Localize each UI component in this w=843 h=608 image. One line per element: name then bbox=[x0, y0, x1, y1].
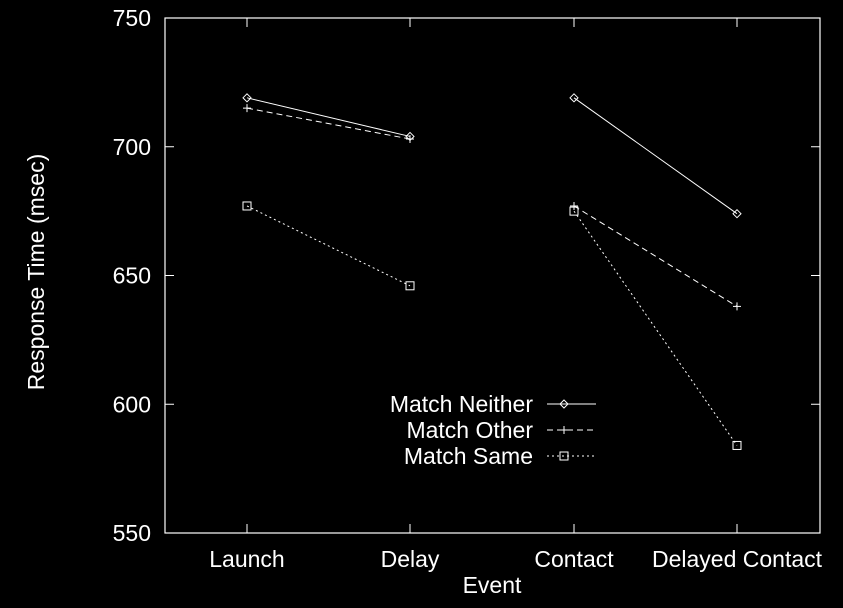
legend-marker-match-other bbox=[560, 426, 568, 434]
x-tick-label: Contact bbox=[534, 546, 614, 572]
y-axis-ticks: 550 600 650 700 750 bbox=[113, 5, 820, 546]
series-line-match-same bbox=[573, 210, 738, 446]
series-match-same bbox=[242, 201, 742, 450]
y-tick-label: 550 bbox=[113, 520, 151, 546]
y-tick-label: 700 bbox=[113, 134, 151, 160]
y-axis-title: Response Time (msec) bbox=[23, 154, 49, 390]
data-point-match-other bbox=[733, 302, 741, 311]
data-point-match-other bbox=[243, 104, 251, 113]
data-point-match-same bbox=[242, 201, 252, 211]
legend-label-match-same: Match Same bbox=[404, 443, 533, 469]
series-line-match-neither bbox=[573, 97, 738, 215]
data-point-match-same bbox=[732, 440, 742, 450]
data-point-match-same bbox=[405, 281, 415, 291]
series-line-match-neither bbox=[246, 97, 411, 137]
series-line-match-same bbox=[246, 205, 411, 287]
series-line-match-other bbox=[573, 205, 738, 307]
y-tick-label: 650 bbox=[113, 263, 151, 289]
legend-marker-match-neither bbox=[559, 399, 569, 409]
legend-label-match-other: Match Other bbox=[406, 417, 533, 443]
y-tick-label: 750 bbox=[113, 5, 151, 31]
data-point-match-same bbox=[569, 206, 579, 216]
x-tick-label: Delay bbox=[381, 546, 440, 572]
series-line-match-other bbox=[246, 107, 411, 140]
legend-marker-match-same bbox=[559, 451, 569, 461]
legend-label-match-neither: Match Neither bbox=[390, 391, 534, 417]
series-match-neither bbox=[242, 93, 742, 219]
data-point-match-neither bbox=[569, 93, 579, 103]
data-point-match-other bbox=[570, 201, 578, 210]
series-layer bbox=[242, 93, 742, 450]
x-axis-ticks: Launch Delay Contact Delayed Contact bbox=[209, 18, 823, 572]
x-tick-label: Launch bbox=[209, 546, 284, 572]
data-point-match-neither bbox=[242, 93, 252, 103]
x-tick-label: Delayed Contact bbox=[652, 546, 823, 572]
x-axis-title: Event bbox=[463, 572, 522, 598]
data-point-match-neither bbox=[732, 208, 742, 219]
data-point-match-other bbox=[406, 135, 414, 144]
series-match-other bbox=[243, 104, 741, 311]
y-tick-label: 600 bbox=[113, 391, 151, 417]
